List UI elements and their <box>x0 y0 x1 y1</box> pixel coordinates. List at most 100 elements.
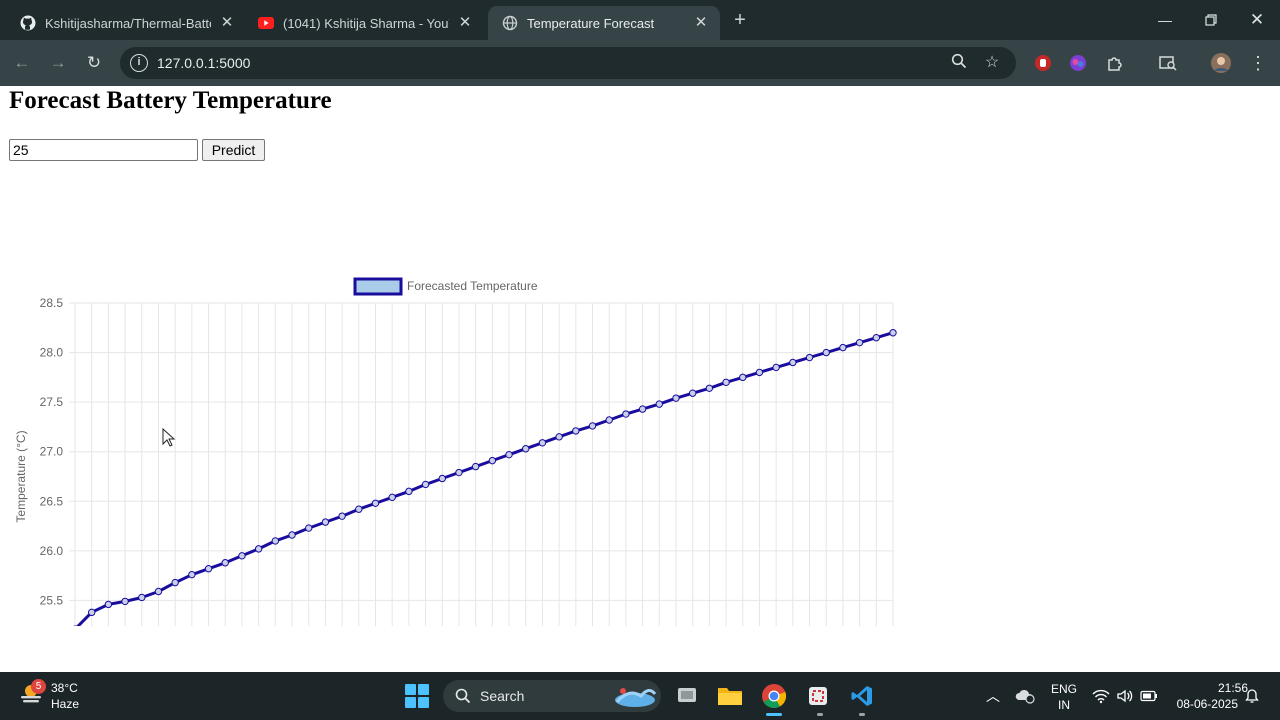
youtube-icon <box>258 15 274 31</box>
new-tab-button[interactable]: + <box>734 9 746 31</box>
active-indicator <box>766 713 782 716</box>
address-bar[interactable]: i 127.0.0.1:5000 ☆ <box>120 47 1016 79</box>
snipping-tool-icon[interactable] <box>802 680 834 712</box>
data-point <box>638 405 647 413</box>
data-point <box>305 524 313 532</box>
search-highlight-illustration-icon <box>615 688 657 707</box>
data-point <box>221 559 229 567</box>
zoom-icon[interactable] <box>949 53 969 73</box>
menu-kebab-icon[interactable]: ⋮ <box>1249 52 1267 73</box>
data-point <box>271 537 280 545</box>
y-tick-label: 25.5 <box>40 593 64 607</box>
data-point <box>805 353 814 362</box>
close-tab-icon[interactable]: ✕ <box>694 14 708 31</box>
extension-red-icon[interactable] <box>1032 52 1054 74</box>
data-point <box>471 462 480 471</box>
data-point <box>488 456 497 465</box>
data-point <box>371 499 380 507</box>
bookmark-star-icon[interactable]: ☆ <box>984 54 1000 71</box>
search-label: Search <box>480 688 525 704</box>
data-point <box>121 597 129 606</box>
data-point <box>789 358 797 367</box>
data-point <box>655 400 663 408</box>
taskbar-search[interactable]: Search <box>443 680 661 712</box>
windows-taskbar: 5 38°C Haze Search ︿ <box>0 672 1280 720</box>
tab-temperature-forecast[interactable]: Temperature Forecast ✕ <box>488 6 720 40</box>
browser-toolbar: ← → ↻ i 127.0.0.1:5000 ☆ ⋮ <box>0 40 1280 86</box>
reload-icon[interactable]: ↻ <box>86 53 102 72</box>
volume-icon[interactable] <box>1110 680 1140 712</box>
minimize-icon[interactable]: — <box>1158 12 1172 28</box>
forward-arrow-icon[interactable]: → <box>49 53 67 72</box>
tab-title: Temperature Forecast <box>527 15 655 31</box>
data-point <box>254 545 263 553</box>
data-point <box>321 518 330 526</box>
data-point <box>705 384 714 392</box>
y-tick-label: 28.5 <box>40 296 64 310</box>
y-tick-label: 27.0 <box>40 445 64 459</box>
windows-start-icon[interactable] <box>405 684 429 708</box>
restore-icon[interactable] <box>1188 0 1234 40</box>
legend-label[interactable]: Forecasted Temperature <box>407 279 538 293</box>
github-icon <box>20 15 36 31</box>
running-indicator <box>817 713 823 716</box>
file-explorer-icon[interactable] <box>714 680 746 712</box>
data-point <box>438 474 446 483</box>
language-indicator[interactable]: ENG <box>1050 682 1077 696</box>
chrome-icon[interactable] <box>758 680 790 712</box>
chevron-up-icon[interactable]: ︿ <box>986 688 1000 704</box>
tab-github[interactable]: Kshitijasharma/Thermal-Battery ✕ <box>6 6 246 40</box>
data-point <box>288 531 296 539</box>
y-tick-label: 26.0 <box>40 544 64 558</box>
vscode-icon[interactable] <box>846 680 878 712</box>
page-title: Forecast Battery Temperature <box>9 87 332 114</box>
data-point <box>188 570 196 579</box>
mouse-cursor-icon <box>162 428 176 447</box>
legend-swatch[interactable] <box>353 277 403 296</box>
close-tab-icon[interactable]: ✕ <box>220 14 234 31</box>
data-point <box>204 565 213 573</box>
tab-youtube[interactable]: (1041) Kshitija Sharma - YouTub ✕ <box>244 6 484 40</box>
clock-date[interactable]: 08-06-2025 <box>1176 697 1238 711</box>
region-indicator[interactable]: IN <box>1058 698 1070 712</box>
task-view-icon[interactable] <box>671 680 703 712</box>
data-point <box>238 552 246 560</box>
data-point <box>822 348 830 357</box>
chart-legend[interactable]: Forecasted Temperature <box>353 277 538 296</box>
predict-button[interactable]: Predict <box>202 139 265 161</box>
data-point <box>722 378 730 387</box>
data-point <box>338 512 346 520</box>
weather-temperature[interactable]: 38°C <box>51 681 78 695</box>
data-point <box>855 338 864 347</box>
y-axis-title: Temperature (°C) <box>14 430 28 522</box>
tab-search-icon[interactable] <box>1157 52 1179 74</box>
extensions-puzzle-icon[interactable] <box>1104 52 1126 74</box>
data-point <box>455 468 463 477</box>
onedrive-icon[interactable] <box>1010 680 1040 712</box>
site-info-icon[interactable]: i <box>130 54 148 72</box>
data-point <box>538 439 547 447</box>
data-point <box>739 373 747 382</box>
weather-description[interactable]: Haze <box>51 697 80 711</box>
profile-avatar-icon[interactable] <box>1209 51 1233 75</box>
globe-icon <box>502 15 518 31</box>
back-arrow-icon[interactable]: ← <box>13 53 31 72</box>
data-point <box>572 427 580 435</box>
y-tick-label: 27.5 <box>40 395 64 409</box>
notification-bell-icon[interactable] <box>1238 680 1266 712</box>
cycles-input[interactable] <box>9 139 198 161</box>
close-window-icon[interactable]: ✕ <box>1249 10 1265 29</box>
browser-tab-bar: Kshitijasharma/Thermal-Battery ✕ (1041) … <box>0 0 1280 40</box>
wifi-icon[interactable] <box>1086 680 1116 712</box>
extension-brain-icon[interactable] <box>1067 52 1089 74</box>
battery-icon[interactable] <box>1134 680 1164 712</box>
page-content: Forecast Battery Temperature Predict 25.… <box>0 86 1280 672</box>
clock-time[interactable]: 21:56 <box>1217 681 1248 695</box>
close-tab-icon[interactable]: ✕ <box>458 14 472 31</box>
weather-badge: 5 <box>31 679 46 694</box>
data-point <box>672 394 680 402</box>
data-point <box>588 422 597 430</box>
data-point <box>87 608 96 617</box>
chart-axes: 25.025.526.026.527.027.528.028.502468101… <box>14 296 64 607</box>
data-point <box>171 578 179 587</box>
